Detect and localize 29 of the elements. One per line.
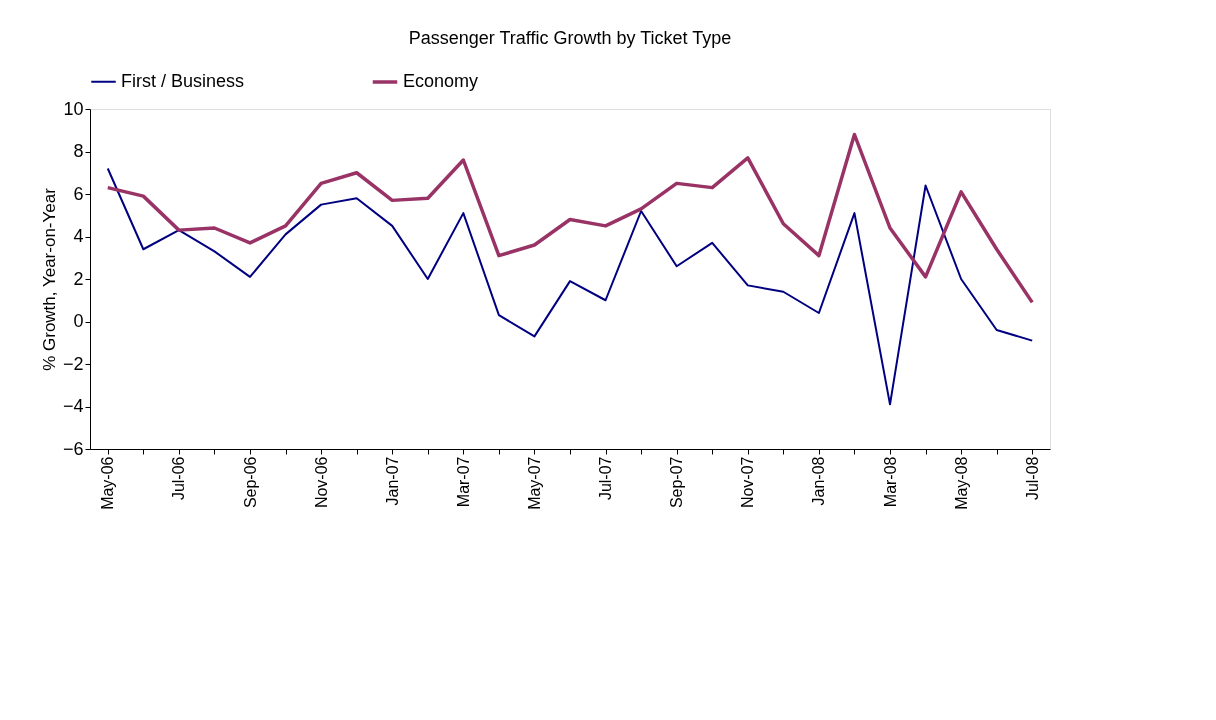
y-tick-label: 4 [73, 226, 84, 246]
x-tick-label: Sep-07 [668, 456, 686, 509]
y-tick-label: −2 [62, 353, 84, 374]
y-tick-label: 10 [63, 98, 84, 119]
x-tick-label: Jul-06 [170, 456, 188, 501]
y-tick-label: −4 [62, 396, 84, 416]
x-tick-label: Jan-08 [810, 456, 828, 506]
y-tick-label: 8 [73, 141, 84, 161]
x-tick-label: Jul-08 [1023, 456, 1041, 501]
line-series [106, 167, 1034, 406]
legend-label: Economy [403, 71, 479, 91]
x-tick-label: May-07 [525, 456, 543, 510]
x-tick-label: May-06 [99, 456, 117, 510]
y-tick-label: 2 [73, 268, 84, 289]
y-tick-label: −6 [62, 438, 84, 459]
x-tick-label: Mar-07 [454, 456, 472, 508]
x-tick-label: Jan-07 [383, 456, 401, 506]
x-tick-label: Nov-07 [739, 456, 757, 509]
x-tick-label: Jul-07 [597, 456, 615, 501]
chart-title: Passenger Traffic Growth by Ticket Type [408, 28, 732, 48]
legend-label: First / Business [121, 70, 245, 91]
x-tick-label: Nov-06 [312, 456, 330, 509]
y-tick-label: 0 [73, 311, 84, 331]
x-tick-label: May-08 [952, 456, 970, 510]
x-tick-label: Mar-08 [881, 456, 899, 508]
y-axis-title: % Growth, Year-on-Year [39, 187, 59, 371]
y-tick-label: 6 [73, 183, 84, 204]
line-series [106, 132, 1034, 305]
x-tick-label: Sep-06 [241, 456, 259, 509]
